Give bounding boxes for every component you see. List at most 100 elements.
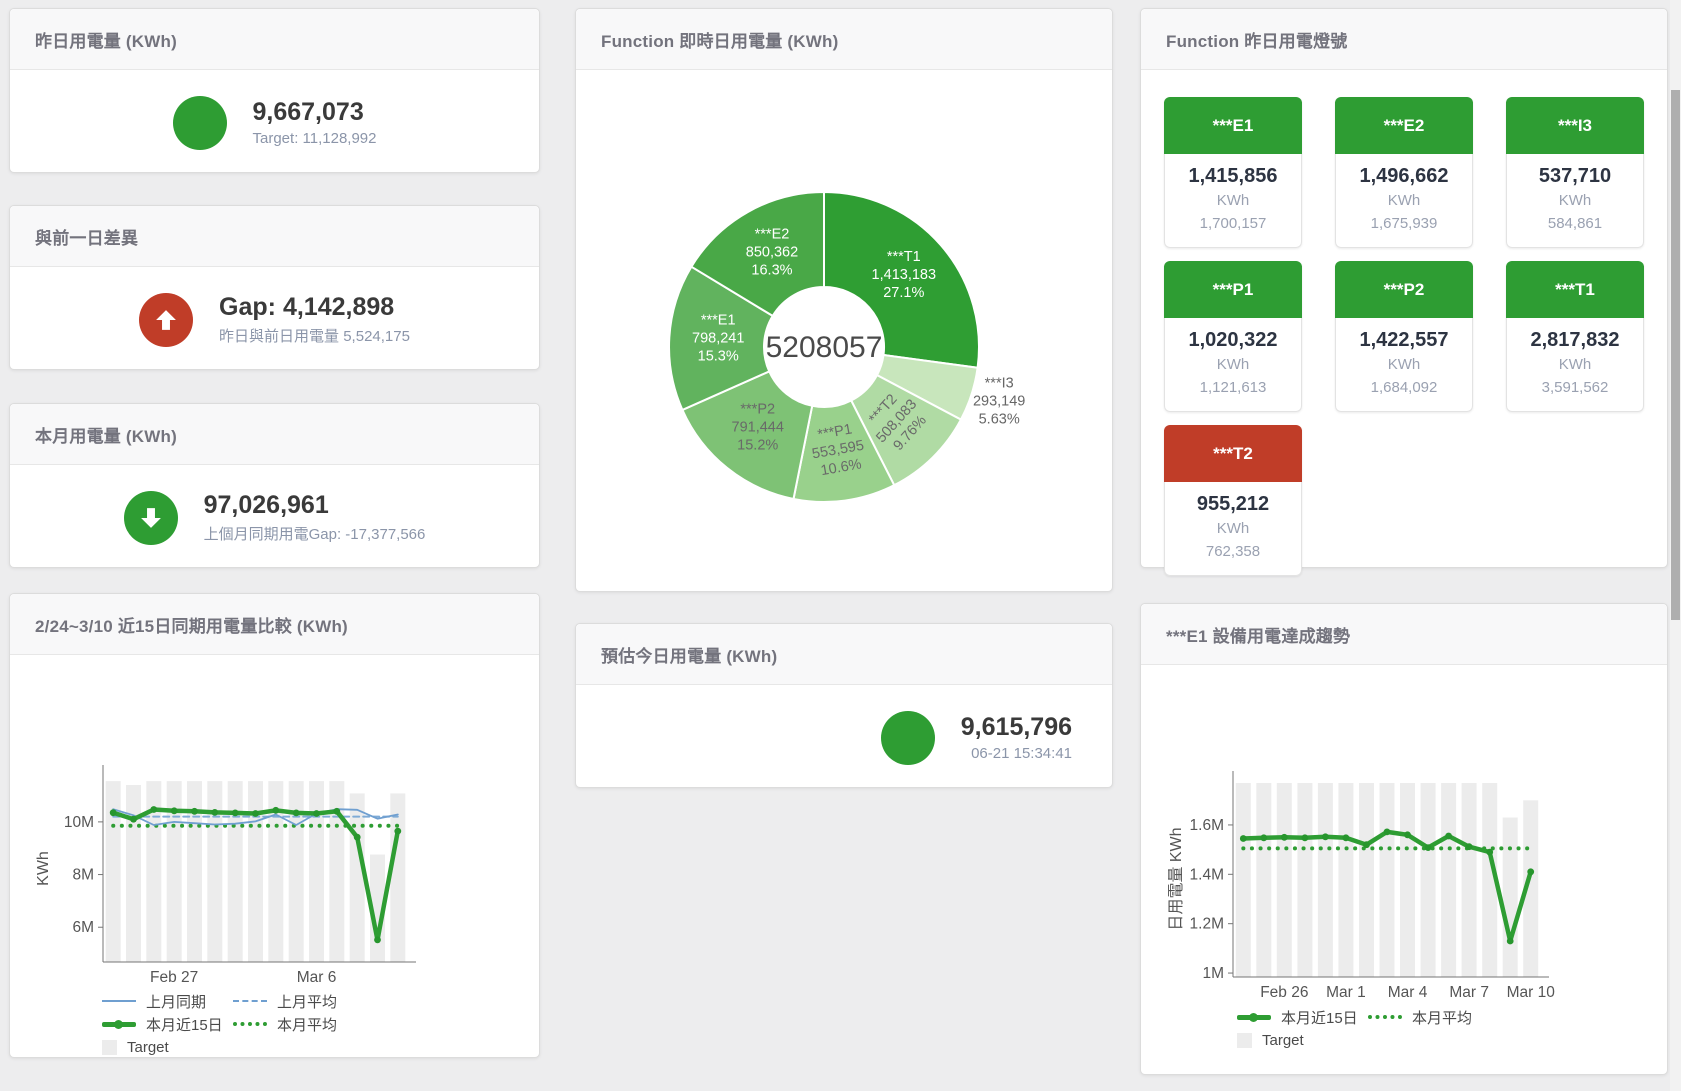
target-bar <box>1256 783 1272 977</box>
donut-slice-label: ***P2 791,444 15.2% <box>732 402 784 454</box>
legend-item[interactable]: 本月近15日 <box>102 1014 233 1035</box>
stat-body: 97,026,961 上個月同期用電Gap: -17,377,566 <box>10 465 539 570</box>
data-point[interactable] <box>150 806 158 813</box>
light-tile-value: 537,710 <box>1538 165 1612 187</box>
data-point[interactable] <box>252 810 259 817</box>
legend-label: 本月平均 <box>277 1016 338 1034</box>
card-header: 本月用電量 (KWh) <box>10 404 539 465</box>
data-point[interactable] <box>1260 834 1268 842</box>
data-point[interactable] <box>130 815 137 823</box>
legend-item[interactable]: 本月平均 <box>1368 1007 1499 1028</box>
data-point[interactable] <box>333 807 341 815</box>
light-tile-unit: KWh <box>1387 356 1421 373</box>
data-point[interactable] <box>1465 843 1473 851</box>
stat-timestamp: 06-21 15:34:41 <box>971 745 1072 762</box>
data-point[interactable] <box>1445 832 1452 840</box>
light-tile-unit: KWh <box>1558 192 1592 209</box>
card-day-gap: 與前一日差異 Gap: 4,142,898 昨日與前日用電量 5,524,175 <box>9 205 540 370</box>
stat-body: 9,615,796 06-21 15:34:41 <box>576 685 1112 790</box>
card-realtime-donut: Function 即時日用電量 (KWh) ***T1 1,413,183 27.1… <box>575 8 1113 592</box>
donut-slice-E1[interactable] <box>668 265 775 412</box>
target-bar <box>1235 783 1251 977</box>
legend-label: 上月平均 <box>277 993 338 1011</box>
arrow-up-icon <box>139 292 194 347</box>
donut-slice-label: ***I3 293,149 5.63% <box>973 375 1025 427</box>
legend-swatch-icon <box>1368 1015 1402 1019</box>
data-point[interactable] <box>394 827 402 835</box>
data-point[interactable] <box>353 833 361 841</box>
light-tile-E2: ***E2 1,496,662 KWh 1,675,939 <box>1335 97 1473 248</box>
legend-item[interactable]: 本月近15日 <box>1237 1007 1368 1028</box>
donut-slice-label: ***E1 798,241 15.3% <box>692 312 744 364</box>
stat-text: 9,615,796 06-21 15:34:41 <box>961 713 1072 762</box>
compare-chart: 6M 8M 10M Feb 27 Mar 6 KWh <box>35 765 416 986</box>
data-point[interactable] <box>1342 834 1350 842</box>
light-tile-unit: KWh <box>1387 192 1421 209</box>
data-point[interactable] <box>170 807 178 815</box>
card-month-usage: 本月用電量 (KWh) 97,026,961 上個月同期用電Gap: -17,3… <box>9 403 540 568</box>
data-point[interactable] <box>1280 833 1288 841</box>
light-tile-header: ***E2 <box>1335 97 1473 154</box>
arrow-down-icon <box>123 490 178 545</box>
legend-item[interactable]: Target <box>102 1039 233 1056</box>
data-point[interactable] <box>191 807 198 815</box>
light-tile-header: ***I3 <box>1506 97 1644 154</box>
light-tile-I3: ***I3 537,710 KWh 584,861 <box>1506 97 1644 248</box>
data-point[interactable] <box>211 809 219 816</box>
data-point[interactable] <box>313 810 320 817</box>
y-tick-label: 1.4M <box>1190 866 1224 883</box>
light-tile-value: 2,817,832 <box>1530 329 1620 351</box>
light-tile-body: 537,710 KWh 584,861 <box>1506 154 1644 248</box>
light-tile-value: 955,212 <box>1196 493 1270 515</box>
legend-label: Target <box>127 1038 169 1056</box>
legend-swatch-icon <box>1237 1012 1271 1022</box>
data-point[interactable] <box>374 936 381 944</box>
legend-item[interactable]: 上月平均 <box>233 991 364 1012</box>
light-tile-header: ***T1 <box>1506 261 1644 318</box>
trend-chart-legend: 本月近15日 本月平均 Target <box>1237 1008 1667 1049</box>
card-usage-lights: Function 昨日用電燈號 ***E1 1,415,856 KWh 1,700,1… <box>1140 8 1668 576</box>
light-tile-body: 1,422,557 KWh 1,684,092 <box>1335 318 1473 412</box>
data-point[interactable] <box>272 806 280 814</box>
realtime-donut-chart: ***T1 1,413,183 27.1%***I3 293,149 5.63%***T… <box>668 190 1025 504</box>
stat-body: Gap: 4,142,898 昨日與前日用電量 5,524,175 <box>10 267 539 372</box>
scrollbar-track[interactable] <box>1670 0 1681 1091</box>
data-point[interactable] <box>231 809 239 817</box>
status-circle-icon <box>880 710 935 765</box>
data-point[interactable] <box>1383 828 1391 836</box>
legend-swatch-icon <box>233 1022 267 1026</box>
target-bar <box>1379 783 1395 977</box>
card-today-forecast: 預估今日用電量 (KWh) 9,615,796 06-21 15:34:41 <box>575 623 1113 788</box>
target-bar <box>329 781 345 962</box>
data-point[interactable] <box>1322 833 1329 841</box>
data-point[interactable] <box>292 809 300 817</box>
light-tile-unit: KWh <box>1216 356 1250 373</box>
donut-center-total: 5208057 <box>766 331 883 364</box>
legend-item[interactable]: 本月平均 <box>233 1014 364 1035</box>
data-point[interactable] <box>1506 937 1514 945</box>
data-point[interactable] <box>1363 841 1370 849</box>
data-point[interactable] <box>1239 835 1247 842</box>
light-tile-value: 1,415,856 <box>1188 165 1278 187</box>
donut-slice-P2[interactable] <box>681 370 814 501</box>
data-point[interactable] <box>1527 868 1535 876</box>
target-bar <box>248 781 263 962</box>
donut-slice-T1[interactable] <box>823 190 980 369</box>
legend-item[interactable]: 上月同期 <box>102 991 233 1012</box>
data-point[interactable] <box>1486 848 1494 856</box>
data-point[interactable] <box>109 809 117 817</box>
legend-row: Target <box>1237 1031 1667 1049</box>
donut-slice-E2[interactable] <box>690 190 825 318</box>
lights-grid: ***E1 1,415,856 KWh 1,700,157 ***E2 1,496,662… <box>1141 70 1667 576</box>
data-point[interactable] <box>1424 844 1432 851</box>
data-point[interactable] <box>1301 834 1309 842</box>
scrollbar-thumb[interactable] <box>1671 90 1680 620</box>
card-header: 昨日用電量 (KWh) <box>10 9 539 70</box>
y-axis-title: KWh <box>35 851 52 886</box>
legend-item[interactable]: Target <box>1237 1032 1368 1049</box>
stat-subtext: 上個月同期用電Gap: -17,377,566 <box>203 526 426 543</box>
light-tile-target: 1,700,157 <box>1199 215 1267 232</box>
target-bar <box>1502 817 1518 977</box>
data-point[interactable] <box>1404 831 1411 839</box>
